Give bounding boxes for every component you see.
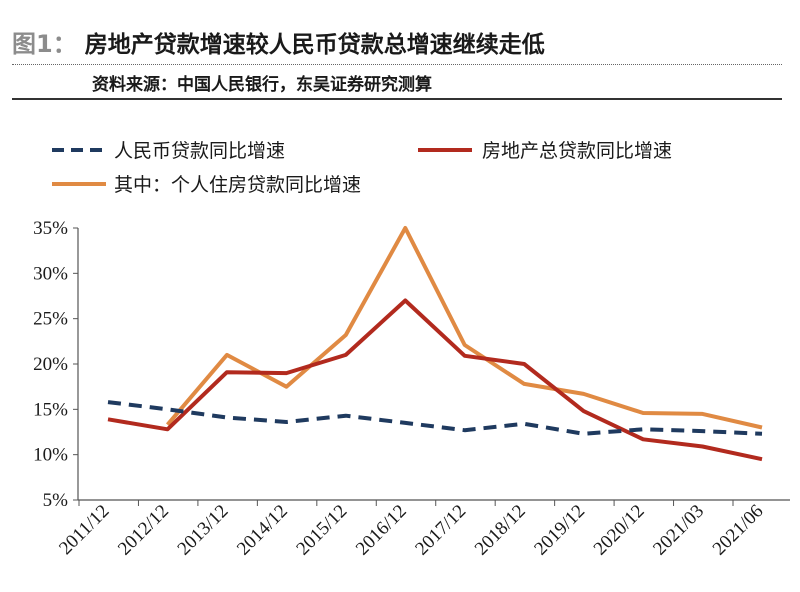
x-tick-label: 2021/03 bbox=[649, 501, 708, 560]
legend-label-3: 其中：个人住房贷款同比增速 bbox=[114, 174, 361, 196]
y-tick-label: 35% bbox=[33, 218, 68, 239]
legend-label-1: 人民币贷款同比增速 bbox=[114, 140, 285, 162]
series-line-1 bbox=[107, 400, 763, 436]
x-tick-label: 2019/12 bbox=[530, 501, 589, 560]
series-lines bbox=[107, 226, 763, 462]
axes: 35%30%25%20%15%10%5%2011/12 2012/12 2013/1… bbox=[33, 218, 790, 560]
x-tick-label: 2014/12 bbox=[233, 501, 292, 560]
x-tick-label: 2016/12 bbox=[352, 501, 411, 560]
y-tick-label: 10% bbox=[33, 445, 68, 466]
legend-label-2: 房地产总贷款同比增速 bbox=[482, 140, 672, 162]
figure-label: 图1： bbox=[12, 30, 77, 58]
series-line-2 bbox=[107, 298, 763, 462]
solid-divider bbox=[12, 98, 782, 100]
figure-title: 房地产贷款增速较人民币贷款总增速继续走低 bbox=[84, 32, 545, 58]
source-note: 资料来源：中国人民银行，东吴证券研究测算 bbox=[92, 75, 432, 95]
y-tick-label: 25% bbox=[33, 309, 68, 330]
series-line-3 bbox=[165, 226, 763, 430]
y-tick-label: 5% bbox=[43, 490, 69, 511]
x-tick-label: 2013/12 bbox=[174, 501, 233, 560]
x-tick-label: 2018/12 bbox=[471, 501, 530, 560]
x-tick-label: 2015/12 bbox=[292, 501, 351, 560]
x-tick-label: 2012/12 bbox=[114, 501, 173, 560]
dotted-divider bbox=[12, 64, 782, 65]
y-tick-label: 30% bbox=[33, 263, 68, 284]
y-tick-label: 15% bbox=[33, 399, 68, 420]
x-tick-label: 2017/12 bbox=[411, 501, 470, 560]
y-tick-label: 20% bbox=[33, 354, 68, 375]
title-row: 图1： 房地产贷款增速较人民币贷款总增速继续走低 bbox=[12, 24, 545, 59]
x-tick-label: 2021/06 bbox=[709, 501, 768, 560]
x-tick-label: 2020/12 bbox=[590, 501, 649, 560]
